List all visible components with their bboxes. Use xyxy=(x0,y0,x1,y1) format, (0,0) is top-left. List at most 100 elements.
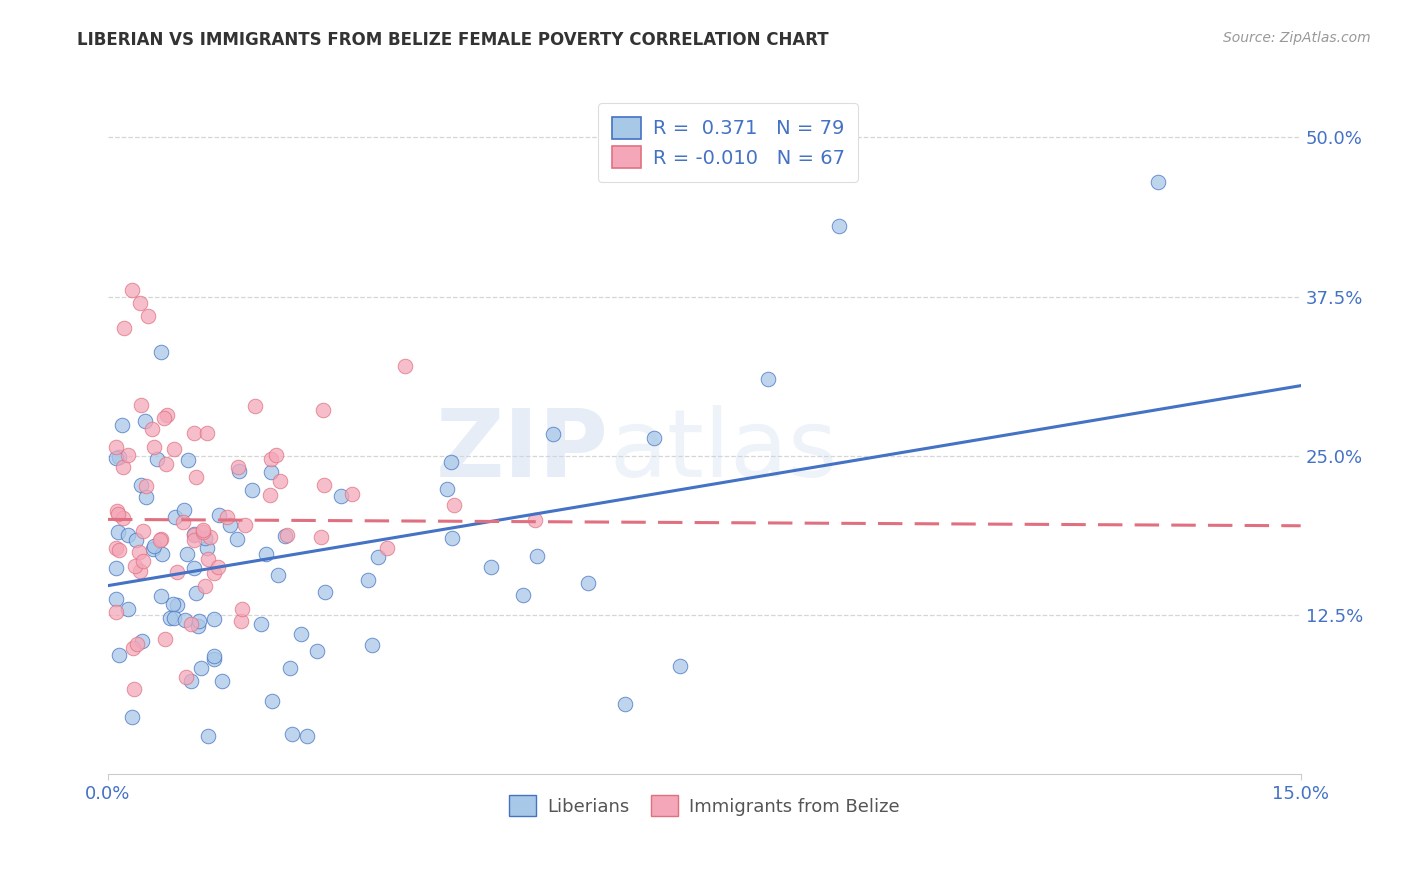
Point xyxy=(166,565,188,579)
Point xyxy=(104,560,127,574)
Point xyxy=(180,674,202,689)
Point xyxy=(104,440,127,454)
Point xyxy=(141,422,163,436)
Point xyxy=(211,674,233,689)
Text: atlas: atlas xyxy=(609,405,837,497)
Point xyxy=(124,681,146,696)
Point xyxy=(155,632,177,647)
Point xyxy=(188,614,211,628)
Point xyxy=(135,479,157,493)
Point xyxy=(122,641,145,656)
Point xyxy=(111,418,134,433)
Point xyxy=(128,296,150,310)
Point xyxy=(360,638,382,652)
Point xyxy=(149,345,172,359)
Point xyxy=(307,644,329,658)
Point xyxy=(111,510,134,524)
Point xyxy=(1146,175,1168,189)
Point xyxy=(260,452,283,467)
Point xyxy=(276,528,298,542)
Point xyxy=(281,727,304,741)
Point xyxy=(218,518,240,533)
Point xyxy=(828,219,851,234)
Point xyxy=(107,543,129,558)
Point xyxy=(190,660,212,674)
Point xyxy=(643,431,665,445)
Point xyxy=(202,612,225,626)
Legend: Liberians, Immigrants from Belize: Liberians, Immigrants from Belize xyxy=(502,789,907,823)
Point xyxy=(163,509,186,524)
Point xyxy=(176,547,198,561)
Point xyxy=(228,465,250,479)
Point xyxy=(524,513,547,527)
Point xyxy=(183,426,205,441)
Point xyxy=(512,589,534,603)
Point xyxy=(191,523,214,537)
Point xyxy=(394,359,416,373)
Point xyxy=(112,459,135,474)
Point xyxy=(669,658,692,673)
Point xyxy=(191,524,214,539)
Point xyxy=(243,400,266,414)
Point xyxy=(309,530,332,544)
Point xyxy=(117,528,139,542)
Point xyxy=(314,584,336,599)
Point xyxy=(204,566,226,580)
Point xyxy=(479,559,502,574)
Point xyxy=(184,586,207,600)
Point xyxy=(756,372,779,386)
Point xyxy=(173,613,195,627)
Point xyxy=(117,449,139,463)
Point xyxy=(121,283,143,297)
Point xyxy=(176,453,198,467)
Point xyxy=(312,402,335,417)
Point xyxy=(183,561,205,575)
Point xyxy=(278,661,301,675)
Point xyxy=(312,478,335,492)
Point xyxy=(107,524,129,539)
Point xyxy=(208,508,231,523)
Point xyxy=(153,410,176,425)
Point xyxy=(254,547,277,561)
Point xyxy=(187,619,209,633)
Point xyxy=(129,398,152,412)
Point xyxy=(166,598,188,612)
Point xyxy=(131,634,153,648)
Point xyxy=(104,592,127,607)
Point xyxy=(149,589,172,603)
Point xyxy=(172,515,194,529)
Point xyxy=(543,427,565,442)
Point xyxy=(149,533,172,547)
Point xyxy=(129,477,152,491)
Point xyxy=(107,507,129,521)
Point xyxy=(132,554,155,568)
Point xyxy=(108,648,131,662)
Point xyxy=(202,648,225,663)
Point xyxy=(225,533,247,547)
Point xyxy=(173,503,195,517)
Point xyxy=(121,710,143,724)
Point xyxy=(163,442,186,457)
Point xyxy=(132,524,155,538)
Point xyxy=(150,547,173,561)
Point xyxy=(183,533,205,548)
Point xyxy=(330,489,353,503)
Point xyxy=(195,425,218,440)
Point xyxy=(264,448,287,462)
Point xyxy=(233,517,256,532)
Point xyxy=(124,558,146,573)
Point xyxy=(105,504,128,518)
Point xyxy=(125,533,148,548)
Point xyxy=(193,579,215,593)
Point xyxy=(174,670,197,684)
Point xyxy=(274,529,297,543)
Point xyxy=(135,490,157,504)
Point xyxy=(104,605,127,619)
Point xyxy=(183,526,205,541)
Point xyxy=(295,729,318,743)
Point xyxy=(145,451,167,466)
Point xyxy=(340,487,363,501)
Point xyxy=(112,321,135,335)
Point xyxy=(107,450,129,464)
Point xyxy=(443,499,465,513)
